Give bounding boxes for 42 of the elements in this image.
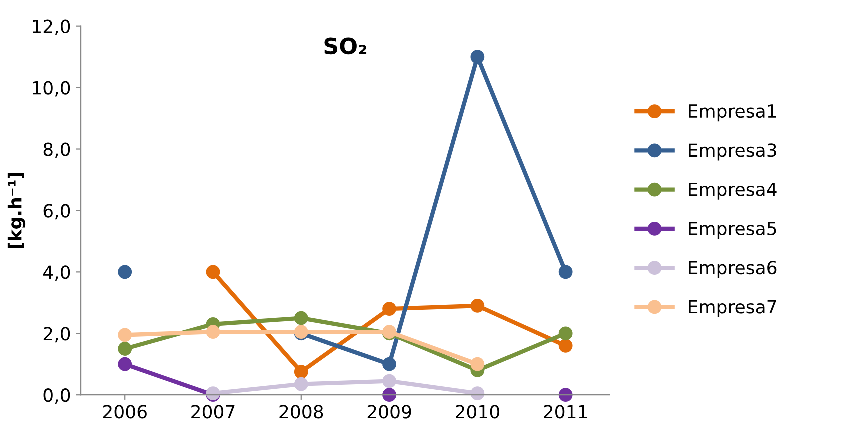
point (118, 265, 132, 280)
point (470, 50, 485, 64)
legend-label: Empresa6 (689, 261, 777, 278)
y-tick-label: 12,0 (33, 20, 70, 36)
point (470, 357, 485, 372)
legend-label: Empresa4 (689, 182, 777, 200)
legend-label: Empresa1 (689, 104, 776, 122)
x-tick-label: 2006 (103, 405, 147, 419)
x-tick-label: 2010 (456, 405, 500, 419)
point (206, 325, 220, 340)
y-tick-label: 10,0 (33, 81, 70, 97)
point (382, 357, 396, 372)
point (470, 299, 485, 313)
y-tick-label: 6,0 (44, 204, 70, 220)
y-tick-label: 4,0 (43, 266, 70, 282)
x-tick-label: 2011 (544, 405, 588, 419)
x-tick-label: 2009 (368, 405, 412, 419)
point (382, 388, 396, 402)
point (118, 342, 132, 356)
point (558, 388, 573, 402)
point (558, 326, 573, 341)
point (118, 357, 132, 372)
point (470, 386, 485, 401)
y-tick-label: 0,0 (44, 388, 70, 404)
y-tick-label: 2,0 (44, 327, 70, 343)
point (118, 328, 132, 342)
y-axis-title: [kg.h⁻¹] (8, 172, 26, 248)
legend-label: Empresa7 (689, 300, 776, 318)
point (294, 311, 308, 326)
point (294, 377, 308, 392)
y-tick-label: 8,0 (44, 142, 70, 158)
point (558, 338, 573, 353)
point (382, 374, 396, 388)
legend-label: Empresa5 (689, 222, 776, 240)
point (382, 302, 396, 316)
x-tick-label: 2008 (280, 405, 324, 419)
point (206, 265, 220, 280)
point (558, 265, 573, 280)
legend-label: Empresa3 (689, 144, 776, 161)
chart-title: SO₂ (324, 38, 367, 55)
x-tick-label: 2007 (192, 405, 235, 419)
point (294, 365, 308, 379)
